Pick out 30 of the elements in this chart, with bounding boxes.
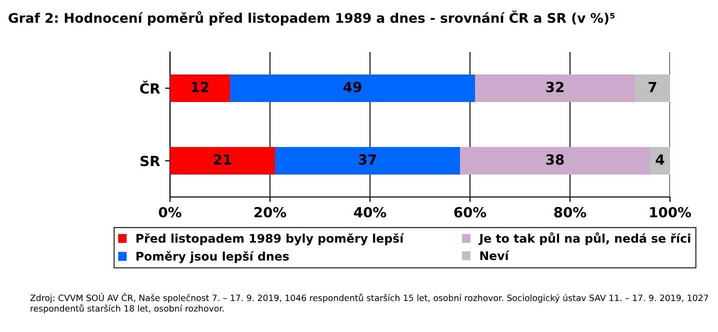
data-label: 4 <box>656 154 664 165</box>
x-tick-label: 60% <box>454 206 486 218</box>
bar <box>475 74 635 102</box>
text: Zdroj: CVVM SOÚ AV ČR, Naše společnost 7. – 17. 9. 2019, 1046 respondentů starších 15 let, osobní rozhovor. Sociologický ústav SAV 11. – 17. 9. 2019, 1027 respondentů starších 18 let, osobní rozhovor. <box>30 293 708 314</box>
data-label: 7 <box>648 82 656 92</box>
data-label: 32 <box>546 82 564 92</box>
data-label: 49 <box>343 82 362 92</box>
bar <box>650 146 670 175</box>
x-tick-label: 80% <box>554 206 586 218</box>
bar <box>230 74 475 102</box>
bar <box>460 146 650 175</box>
y-tick-label: SR <box>140 156 160 166</box>
data-label: 21 <box>214 154 232 165</box>
bar <box>170 146 275 175</box>
data-label: 37 <box>358 154 376 165</box>
bar <box>275 146 460 175</box>
legend-label: Neví <box>480 250 510 260</box>
x-tick-label: 100% <box>650 206 692 218</box>
data-label: 38 <box>546 154 564 165</box>
x-tick-label: 20% <box>254 206 286 218</box>
x-tick-label: 0% <box>158 206 182 218</box>
chart-title: Graf 2: Hodnocení poměrů před listopadem 1989 a dnes - srovnání ČR a SR (v %)⁵ <box>8 10 615 26</box>
bar <box>170 74 230 102</box>
data-label: 12 <box>192 82 208 92</box>
x-tick-label: 40% <box>354 206 386 218</box>
y-tick-label: ČR <box>140 80 160 94</box>
bar <box>635 74 670 102</box>
legend-label: Je to tak půl na půl, nedá se říci <box>478 232 690 246</box>
legend-label: Poměry jsou lepší dnes <box>136 251 289 264</box>
legend-label: Před listopadem 1989 byly poměry lepší <box>136 233 404 246</box>
